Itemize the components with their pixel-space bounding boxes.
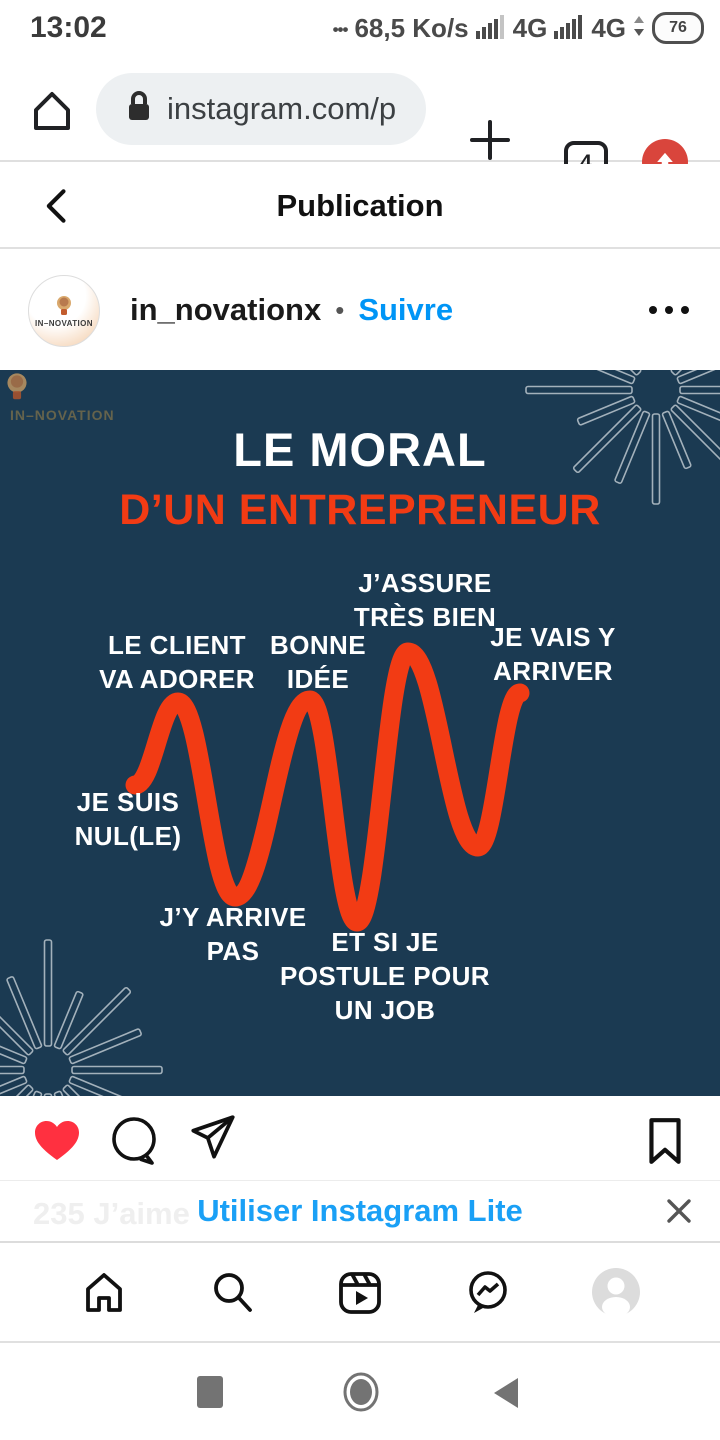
- signal-bars-icon-2: [554, 13, 584, 44]
- post-action-bar: [0, 1096, 720, 1180]
- bookmark-icon: [649, 1118, 681, 1164]
- more-options-button[interactable]: [646, 250, 692, 370]
- square-icon: [197, 1376, 223, 1408]
- new-tab-button[interactable]: [466, 116, 514, 169]
- profile-avatar: [592, 1268, 640, 1317]
- mood-label-postule: ET SI JE POSTULE POUR UN JOB: [280, 927, 490, 1025]
- android-back-button[interactable]: [494, 1378, 518, 1413]
- status-indicators: ••• 68,5 Ko/s 4G 4G 76: [333, 0, 704, 56]
- nav-profile-button[interactable]: [586, 1262, 646, 1322]
- status-bar: 13:02 ••• 68,5 Ko/s 4G 4G 76: [0, 0, 720, 56]
- triangle-icon: [494, 1378, 518, 1408]
- nav-reels-button[interactable]: [330, 1262, 390, 1322]
- messenger-icon: [469, 1271, 507, 1313]
- bottom-nav: [0, 1243, 720, 1343]
- like-button[interactable]: [30, 1114, 84, 1169]
- page-header: Publication: [0, 164, 720, 249]
- avatar[interactable]: IN–NOVATION: [28, 275, 100, 347]
- lock-icon: [124, 90, 154, 129]
- starburst-top-right: [525, 370, 720, 505]
- mood-curve-line: [125, 642, 530, 932]
- mood-label-arrive-pas: J’Y ARRIVE PAS: [159, 902, 307, 966]
- comment-icon: [112, 1117, 156, 1165]
- page-title: Publication: [276, 187, 444, 223]
- battery-indicator: 76: [652, 12, 704, 44]
- recents-button[interactable]: [197, 1376, 223, 1413]
- lite-banner-link[interactable]: Utiliser Instagram Lite: [197, 1193, 523, 1228]
- mood-label-assure: J’ASSURE TRÈS BIEN: [353, 568, 497, 632]
- banner-close-button[interactable]: [662, 1194, 696, 1233]
- lite-banner: 235 J’aime Utiliser Instagram Lite: [0, 1180, 720, 1243]
- post-artwork: [0, 370, 720, 1096]
- lightbulb-icon: [7, 373, 27, 400]
- android-nav-bar: [0, 1343, 720, 1440]
- share-button[interactable]: [186, 1112, 240, 1171]
- send-icon: [191, 1115, 235, 1159]
- nav-home-button[interactable]: [74, 1262, 134, 1322]
- network-type-2: 4G: [591, 12, 626, 43]
- post-subtitle: D’UN ENTREPRENEUR: [119, 486, 601, 534]
- browser-toolbar: instagram.com/p 4: [0, 56, 720, 185]
- browser-home-button[interactable]: [28, 86, 76, 139]
- reels-icon: [339, 1272, 381, 1314]
- likes-count: 235 J’aime: [33, 1196, 190, 1231]
- home-icon: [86, 1273, 122, 1312]
- separator-dot: •: [335, 294, 345, 325]
- username[interactable]: in_novationx: [130, 292, 322, 327]
- post-image[interactable]: IN–NOVATION LE MORAL D’UN ENTREPRENEUR J…: [0, 370, 720, 1096]
- search-icon: [214, 1273, 252, 1312]
- network-speed: 68,5 Ko/s: [354, 12, 469, 43]
- post-header: IN–NOVATION in_novationx • Suivre: [0, 250, 720, 370]
- mood-label-nul: JE SUIS NUL(LE): [74, 787, 182, 851]
- network-type-1: 4G: [512, 12, 548, 43]
- arrow-up-icon: [657, 152, 673, 171]
- lightbulb-icon: [57, 295, 71, 315]
- mood-label-arriver: JE VAIS Y ARRIVER: [490, 622, 616, 686]
- ellipsis-icon: [649, 306, 689, 314]
- url-bar[interactable]: instagram.com/p: [96, 73, 426, 145]
- close-icon: [667, 1199, 691, 1223]
- mood-label-idee: BONNE IDÉE: [270, 630, 366, 694]
- url-text: instagram.com/p: [167, 91, 397, 126]
- nav-messenger-button[interactable]: [458, 1262, 518, 1322]
- back-button[interactable]: [36, 184, 80, 233]
- brand-watermark: IN–NOVATION: [6, 372, 136, 423]
- data-arrows-icon: [633, 15, 645, 42]
- avatar-brand-text: IN–NOVATION: [35, 318, 93, 328]
- nav-search-button[interactable]: [202, 1262, 262, 1322]
- network-activity-dots: •••: [332, 20, 349, 39]
- tab-count: 4: [580, 151, 592, 174]
- post-title: LE MORAL: [233, 423, 487, 476]
- save-button[interactable]: [642, 1116, 688, 1171]
- starburst-bottom-left: [0, 939, 163, 1096]
- mood-label-client: LE CLIENT VA ADORER: [99, 630, 255, 694]
- clock: 13:02: [30, 11, 107, 44]
- watermark-text: IN–NOVATION: [10, 407, 115, 423]
- follow-button[interactable]: Suivre: [358, 292, 454, 327]
- comment-button[interactable]: [108, 1114, 160, 1171]
- chevron-left-icon: [46, 189, 66, 223]
- circle-icon: [343, 1372, 379, 1412]
- signal-bars-icon: [475, 13, 506, 44]
- heart-icon: [35, 1121, 79, 1160]
- home-button[interactable]: [342, 1372, 380, 1417]
